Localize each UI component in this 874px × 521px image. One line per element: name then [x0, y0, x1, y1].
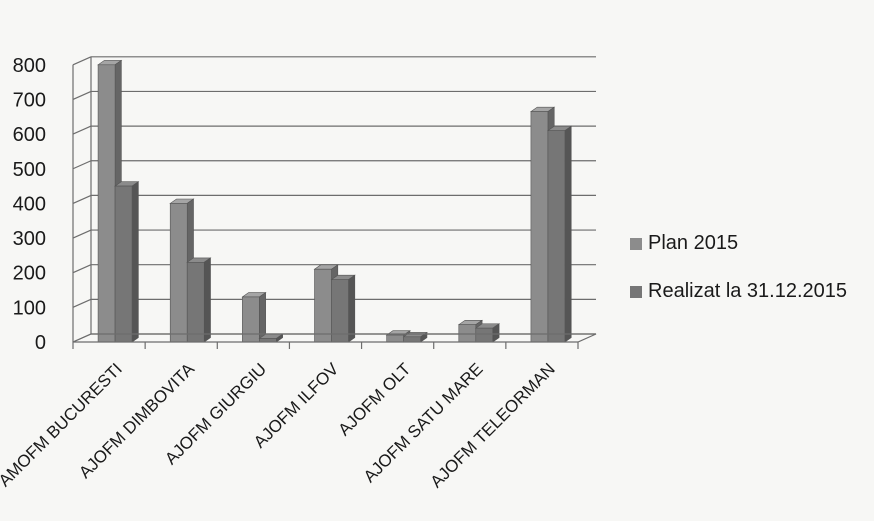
- gridline-side: [72, 160, 92, 170]
- y-tick-label: 400: [13, 193, 46, 215]
- x-category-label: AJOFM OLT: [334, 359, 414, 439]
- floor: [72, 333, 597, 343]
- gridline-side: [72, 229, 92, 239]
- x-category-label: AMOFM BUCURESTI: [0, 359, 126, 490]
- legend-item: Plan 2015: [630, 232, 738, 254]
- axes: 0 100 200 300 400 500 600 700 800 AMOFM BUCURESTI…: [0, 55, 597, 492]
- bar: [330, 274, 356, 343]
- bar: [258, 333, 284, 343]
- gridline-side: [72, 56, 92, 66]
- bars: [97, 59, 573, 343]
- legend-swatch: [630, 238, 642, 250]
- legend-item: Realizat la 31.12.2015: [630, 280, 847, 302]
- legend: Plan 2015 Realizat la 31.12.2015: [630, 232, 847, 302]
- legend-swatch: [630, 286, 642, 298]
- legend-label: Realizat la 31.12.2015: [648, 280, 847, 302]
- y-tick-label: 300: [13, 228, 46, 250]
- y-tick-label: 200: [13, 263, 46, 285]
- gridline-side: [72, 298, 92, 308]
- gridline-side: [72, 90, 92, 100]
- bar: [474, 323, 501, 343]
- bar: [241, 291, 267, 343]
- legend-label: Plan 2015: [648, 232, 738, 254]
- x-category-label: AJOFM TELEORMAN: [427, 359, 559, 491]
- gridline-side: [72, 194, 92, 204]
- gridline-side: [72, 264, 92, 274]
- y-tick-label: 100: [13, 297, 46, 319]
- x-category-label: AJOFM SATU MARE: [360, 359, 487, 486]
- y-tick-label: 700: [13, 89, 46, 111]
- y-tick-label: 500: [13, 159, 46, 181]
- gridline-side: [72, 125, 92, 135]
- y-tick-label: 0: [35, 332, 46, 354]
- y-tick-label: 600: [13, 124, 46, 146]
- bar: [186, 257, 212, 343]
- bar: [114, 181, 140, 343]
- y-tick-label: 800: [13, 55, 46, 77]
- bar: [546, 125, 573, 343]
